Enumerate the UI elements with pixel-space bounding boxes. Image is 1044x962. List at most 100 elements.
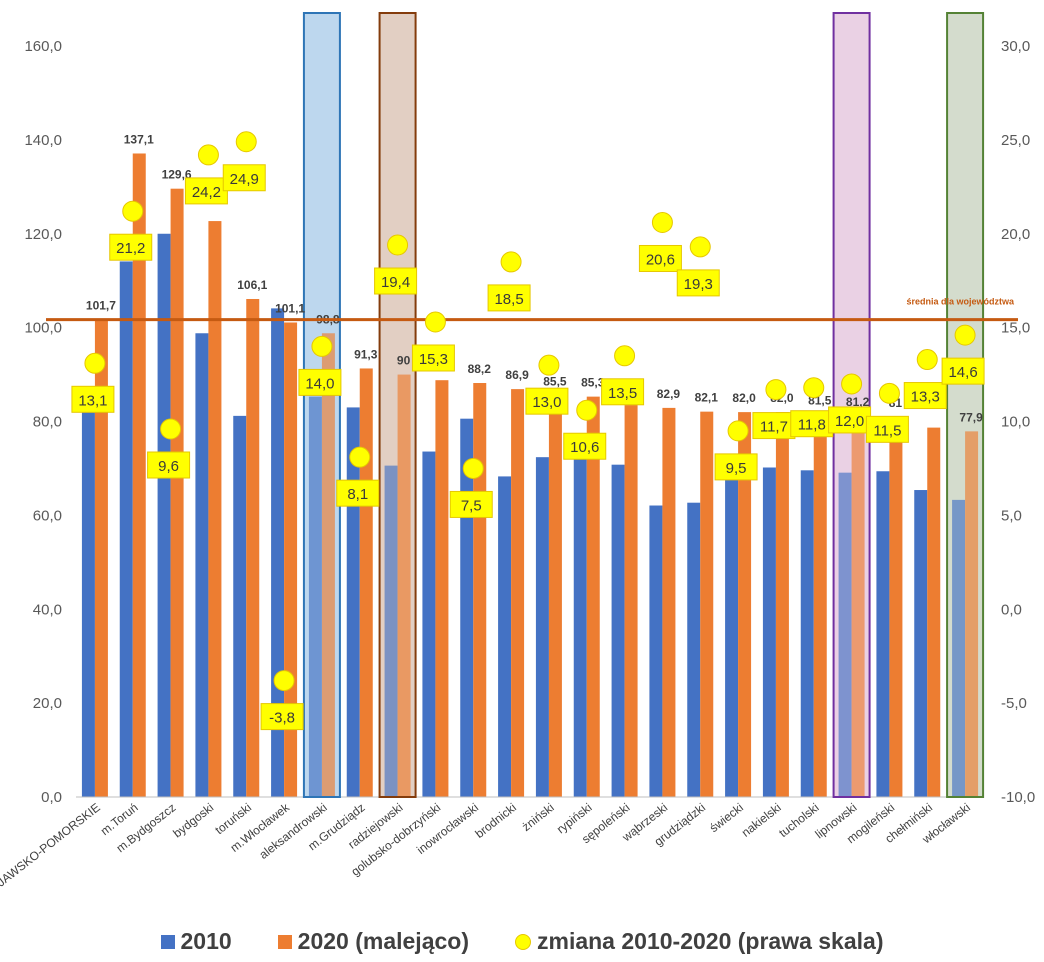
change-point-22: [916, 349, 938, 371]
change-label-16: 19,3: [684, 276, 713, 293]
change-point-16: [689, 236, 711, 258]
bar-2010-13: [573, 449, 587, 797]
right-axis-tick: -10,0: [1001, 789, 1035, 806]
bar-2010-17: [725, 476, 739, 797]
bar-2020-4: [246, 298, 260, 797]
change-label-12: 13,0: [532, 394, 561, 411]
change-point-6: [311, 335, 333, 357]
change-label-box-11: [487, 284, 531, 312]
bar-2010-9: [422, 451, 436, 797]
change-point-10: [462, 457, 484, 479]
bar-2010-1: [119, 261, 133, 797]
change-label-4: 24,9: [230, 171, 259, 188]
bar-2020-17: [738, 412, 752, 797]
chart: 0,0 20,0 40,0 60,0 80,0 100,0 120,0 140,0 160,0 -…: [0, 12, 1035, 900]
left-axis-tick: 120,0: [24, 226, 62, 243]
change-label-box-2: [147, 451, 191, 479]
change-point-14: [614, 345, 636, 367]
bar-2020-label-2: 129,6: [162, 168, 192, 182]
change-label-15: 20,6: [646, 251, 675, 268]
left-axis-tick: 40,0: [33, 601, 62, 618]
bar-2010-21: [876, 471, 890, 797]
bar-2020-label-4: 106,1: [237, 278, 267, 292]
change-label-box-15: [638, 244, 682, 272]
bar-2010-3: [195, 333, 209, 797]
change-label-18: 11,7: [760, 419, 788, 436]
bar-2020-21: [889, 416, 903, 797]
legend-label-2010: 2010: [180, 928, 232, 954]
right-axis-tick: 0,0: [1001, 601, 1022, 618]
change-label-box-13: [563, 432, 607, 460]
change-label-box-21: [865, 415, 909, 443]
change-point-2: [160, 418, 182, 440]
category-label-0: KUJAWSKO-POMORSKIE: [0, 800, 103, 899]
bar-2020-label-23: 77,9: [959, 410, 983, 424]
highlight-frame-20: [832, 12, 871, 798]
right-axis-tick: 30,0: [1001, 38, 1030, 55]
change-label-box-7: [336, 479, 380, 507]
bar-2020-1: [132, 153, 146, 797]
change-label-box-23: [941, 357, 985, 385]
legend-swatch-2010: [160, 934, 175, 949]
left-axis-tick: 20,0: [33, 695, 62, 712]
bar-2020-2: [170, 188, 184, 797]
change-label-7: 8,1: [347, 486, 368, 503]
bar-2020-label-8: 90: [397, 354, 411, 368]
left-axis-tick: 140,0: [24, 132, 62, 149]
legend-item-2010: 2010: [160, 928, 232, 955]
change-point-4: [235, 131, 257, 153]
category-label-18: nakielski: [739, 800, 784, 839]
bar-2020-label-5: 101,1: [275, 301, 305, 315]
legend-label-change: zmiana 2010-2020 (prawa skala): [537, 928, 884, 954]
change-label-box-1: [109, 233, 153, 261]
bar-2020-8: [397, 374, 411, 797]
left-axis-tick: 80,0: [33, 414, 62, 431]
bar-2010-16: [687, 502, 701, 797]
change-label-23: 14,6: [948, 364, 977, 381]
change-point-18: [765, 379, 787, 401]
legend: 2010 2020 (malejąco) zmiana 2010-2020 (p…: [0, 928, 1044, 955]
bar-2010-22: [914, 490, 928, 797]
change-label-8: 19,4: [381, 274, 410, 291]
change-label-box-4: [222, 164, 266, 192]
change-label-box-17: [714, 453, 758, 481]
change-label-14: 13,5: [608, 385, 637, 402]
bar-2010-8: [384, 465, 398, 797]
change-point-1: [122, 200, 144, 222]
right-axis-tick: 25,0: [1001, 132, 1030, 149]
change-label-box-12: [525, 387, 569, 415]
change-label-box-10: [449, 490, 493, 518]
bar-2020-12: [548, 395, 562, 797]
change-point-20: [841, 373, 863, 395]
highlight-frame-23: [946, 12, 985, 798]
bar-2020-22: [927, 427, 941, 797]
change-label-box-5: [260, 703, 304, 731]
bar-2020-0: [94, 319, 108, 797]
right-axis-tick: 20,0: [1001, 226, 1030, 243]
bar-2020-label-12: 85,5: [543, 375, 567, 389]
change-point-3: [197, 144, 219, 166]
left-axis-tick: 0,0: [41, 789, 62, 806]
change-label-22: 13,3: [911, 389, 940, 406]
right-axis-tick: 15,0: [1001, 320, 1030, 337]
change-label-box-22: [903, 382, 947, 410]
legend-item-2020: 2020 (malejąco): [277, 928, 469, 955]
bar-2010-2: [157, 233, 171, 797]
bar-2020-label-13: 85,3: [581, 376, 605, 390]
bar-2010-6: [308, 396, 322, 797]
legend-marker-change: [515, 933, 531, 950]
bar-2020-3: [208, 221, 222, 797]
right-axis-tick: 5,0: [1001, 507, 1022, 524]
change-point-13: [576, 399, 598, 421]
bar-2020-label-16: 82,1: [695, 391, 719, 405]
change-label-box-3: [184, 177, 228, 205]
bar-2020-label-17: 82,0: [732, 391, 756, 405]
bar-2020-label-10: 88,2: [468, 362, 492, 376]
change-label-0: 13,1: [78, 392, 107, 409]
bar-2010-12: [535, 457, 549, 797]
legend-label-2020: 2020 (malejąco): [297, 928, 469, 954]
change-label-box-18: [752, 412, 796, 440]
bar-2020-14: [624, 405, 638, 797]
bar-2020-13: [586, 396, 600, 797]
change-label-2: 9,6: [158, 458, 179, 475]
